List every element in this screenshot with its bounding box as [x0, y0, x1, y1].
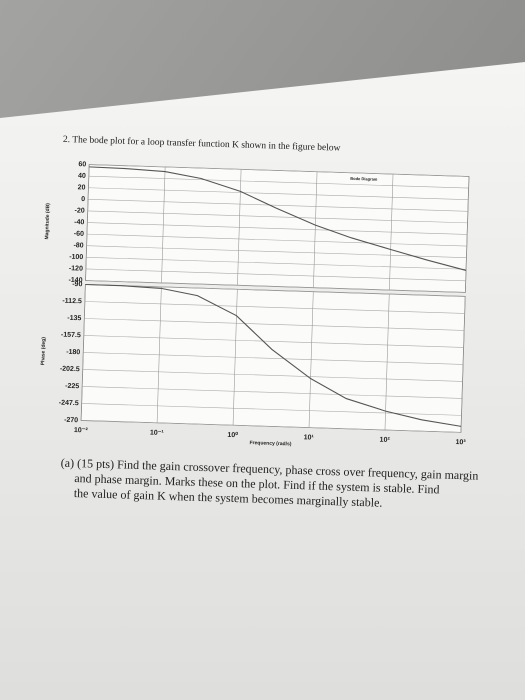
- grid-line: [313, 171, 318, 288]
- x-tick-label: 10⁰: [227, 431, 238, 439]
- y-tick-label: -40: [74, 219, 84, 226]
- y-tick-label: 0: [81, 196, 85, 203]
- grid-line: [89, 164, 469, 177]
- grid-line: [88, 199, 468, 212]
- grid-line: [237, 169, 242, 286]
- grid-line: [308, 291, 314, 428]
- grid-line: [87, 222, 468, 235]
- grid-line: [84, 301, 465, 314]
- grid-line: [232, 289, 238, 426]
- grid-line: [84, 318, 465, 331]
- y-tick-label: -135: [67, 315, 81, 322]
- grid-line: [82, 386, 463, 399]
- y-tick-label: -90: [72, 281, 82, 288]
- y-tick-label: -225: [65, 383, 79, 390]
- y-tick-label: -100: [69, 254, 83, 261]
- y-tick-label: -270: [64, 417, 78, 424]
- x-tick-label: 10¹: [304, 434, 315, 441]
- grid-line: [80, 284, 86, 421]
- chart-title: Bode Diagram: [350, 176, 378, 182]
- y-tick-label: -80: [73, 242, 83, 249]
- grid-line: [81, 420, 461, 433]
- grid-line: [86, 233, 467, 247]
- grid-line: [85, 164, 90, 281]
- y-tick-label: 20: [78, 184, 86, 191]
- y-axis-label: Magnitude (dB): [44, 203, 51, 240]
- y-tick-label: -247.5: [59, 400, 79, 408]
- y-tick-label: -60: [74, 231, 84, 238]
- grid-line: [88, 187, 469, 200]
- grid-line: [86, 245, 467, 258]
- y-tick-label: 60: [78, 161, 86, 168]
- y-tick-label: -202.5: [60, 366, 80, 374]
- x-tick-label: 10⁻²: [74, 427, 89, 434]
- grid-line: [465, 176, 470, 293]
- y-axis-label: Phase (deg): [40, 337, 47, 366]
- grid-line: [161, 166, 166, 283]
- x-tick-label: 10⁻¹: [150, 429, 165, 436]
- grid-line: [85, 268, 466, 282]
- y-tick-label: -120: [69, 265, 83, 272]
- grid-line: [384, 294, 390, 430]
- grid-line: [156, 286, 162, 423]
- grid-line: [86, 257, 467, 270]
- grid-line: [85, 280, 466, 293]
- grid-line: [460, 296, 466, 433]
- grid-line: [83, 335, 464, 348]
- x-tick-label: 10³: [455, 439, 466, 446]
- y-tick-label: -180: [66, 349, 80, 356]
- x-tick-label: 10²: [379, 437, 390, 444]
- y-tick-label: -112.5: [62, 298, 82, 306]
- y-tick-label: -20: [74, 207, 84, 214]
- data-line: [89, 166, 467, 271]
- y-tick-label: -157.5: [61, 332, 81, 340]
- grid-line: [81, 403, 462, 416]
- grid-line: [85, 284, 466, 297]
- grid-line: [389, 174, 394, 291]
- y-tick-label: 40: [78, 173, 86, 180]
- data-line: [85, 283, 462, 427]
- x-axis-label: Frequency (rad/s): [249, 440, 291, 447]
- y-tick-label: -140: [68, 277, 82, 284]
- grid-line: [88, 175, 469, 189]
- grid-line: [82, 369, 463, 382]
- grid-line: [83, 352, 464, 365]
- grid-line: [87, 210, 468, 224]
